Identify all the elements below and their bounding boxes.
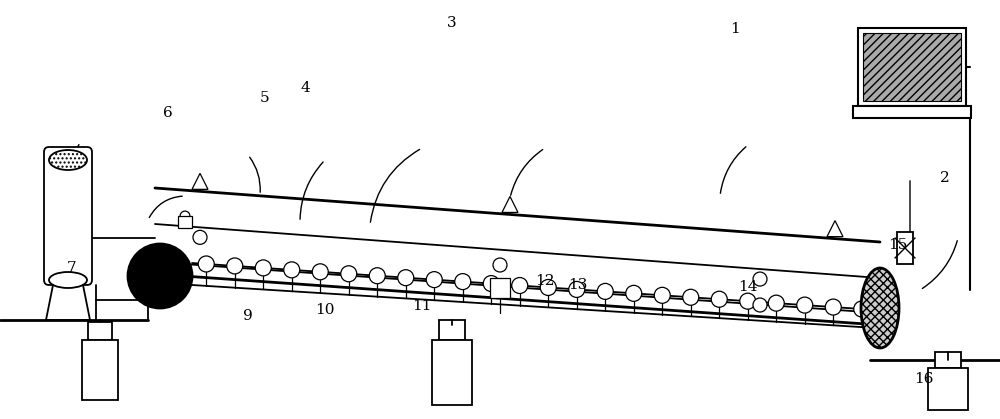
Text: 8: 8	[143, 284, 153, 298]
Circle shape	[711, 291, 727, 307]
Text: 14: 14	[738, 280, 758, 294]
Bar	[928, 368, 968, 410]
Circle shape	[369, 268, 385, 284]
Circle shape	[128, 244, 192, 308]
Bar	[178, 216, 192, 228]
Polygon shape	[827, 221, 843, 237]
Bar	[935, 352, 961, 368]
Bar	[863, 33, 961, 101]
Circle shape	[455, 274, 471, 290]
Text: 16: 16	[914, 372, 934, 386]
Circle shape	[654, 287, 670, 303]
Circle shape	[825, 299, 841, 315]
Circle shape	[483, 276, 499, 292]
Circle shape	[193, 230, 207, 244]
Circle shape	[854, 301, 870, 317]
Circle shape	[312, 264, 328, 280]
Circle shape	[740, 293, 756, 309]
Text: 2: 2	[940, 171, 950, 185]
FancyBboxPatch shape	[44, 147, 92, 285]
Bar	[88, 322, 112, 340]
Circle shape	[569, 282, 585, 297]
Text: 7: 7	[67, 261, 77, 275]
Circle shape	[341, 266, 357, 282]
Text: 3: 3	[447, 16, 457, 30]
Bar	[853, 106, 971, 118]
Circle shape	[493, 258, 507, 272]
Ellipse shape	[49, 150, 87, 170]
Circle shape	[284, 262, 300, 278]
Text: 15: 15	[888, 238, 908, 252]
Text: 6: 6	[163, 106, 173, 120]
Circle shape	[426, 272, 442, 288]
Circle shape	[768, 295, 784, 311]
Circle shape	[540, 279, 556, 295]
Circle shape	[512, 277, 528, 294]
Circle shape	[626, 285, 642, 301]
Circle shape	[753, 298, 767, 312]
Bar	[432, 340, 472, 405]
Circle shape	[597, 283, 613, 300]
Ellipse shape	[49, 272, 87, 288]
Text: 10: 10	[315, 303, 335, 317]
Text: 12: 12	[535, 274, 555, 288]
Bar	[82, 340, 118, 400]
Polygon shape	[502, 197, 518, 212]
Bar	[439, 320, 465, 340]
Text: 1: 1	[730, 22, 740, 36]
Text: 4: 4	[300, 81, 310, 95]
Text: 9: 9	[243, 309, 253, 323]
Circle shape	[797, 297, 813, 313]
Circle shape	[683, 289, 699, 305]
Bar	[490, 278, 510, 298]
Bar	[858, 28, 966, 106]
Bar	[897, 232, 913, 264]
Ellipse shape	[861, 268, 899, 348]
Text: 5: 5	[260, 91, 270, 106]
Circle shape	[227, 258, 243, 274]
Text: 13: 13	[568, 278, 588, 292]
Circle shape	[255, 260, 271, 276]
Circle shape	[398, 270, 414, 286]
Text: 11: 11	[412, 299, 432, 313]
Circle shape	[753, 272, 767, 286]
Circle shape	[198, 256, 214, 272]
Polygon shape	[192, 173, 208, 189]
